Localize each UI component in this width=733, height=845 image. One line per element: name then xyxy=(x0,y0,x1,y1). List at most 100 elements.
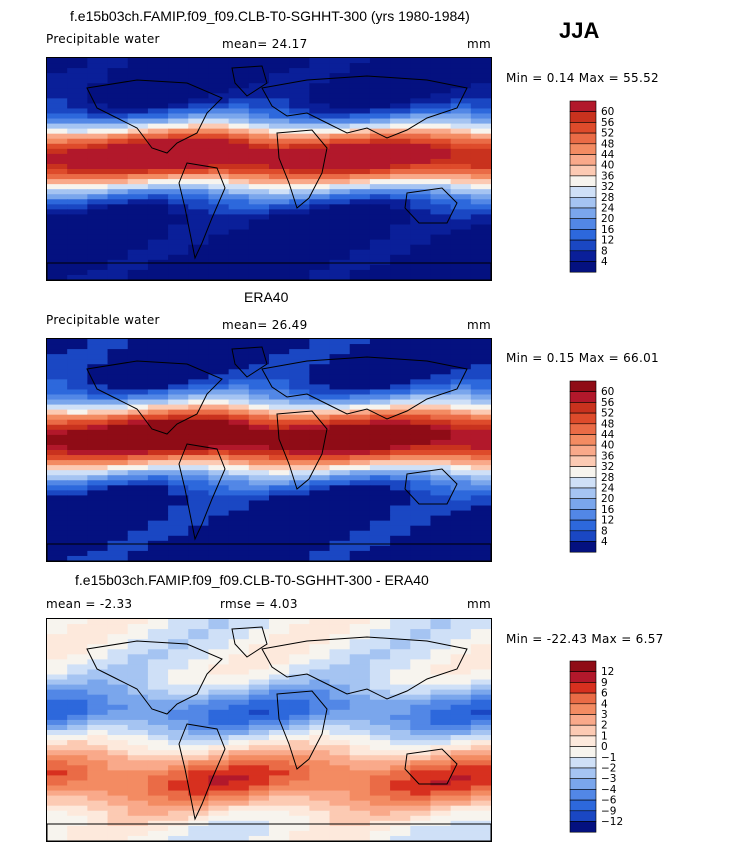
field-cell xyxy=(329,73,351,79)
field-cell xyxy=(369,724,391,731)
field-cell xyxy=(107,505,129,512)
field-cell xyxy=(309,664,331,670)
field-cell xyxy=(107,404,129,411)
field-cell xyxy=(430,128,452,135)
field-cell xyxy=(107,465,129,471)
field-cell xyxy=(430,760,452,766)
field-cell xyxy=(309,249,331,256)
field-cell xyxy=(329,384,351,390)
colorbar-tick-label: 48 xyxy=(601,138,614,150)
field-cell xyxy=(147,219,169,225)
field-cell xyxy=(269,128,290,135)
field-cell xyxy=(390,444,411,451)
field-cell xyxy=(208,354,230,360)
field-cell xyxy=(127,239,149,246)
field-cell xyxy=(168,148,189,155)
field-cell xyxy=(228,530,250,537)
field-cell xyxy=(127,654,149,660)
field-cell xyxy=(107,619,129,625)
field-cell xyxy=(309,88,331,94)
field-cell xyxy=(410,624,431,630)
field-cell xyxy=(309,505,331,512)
field-cell xyxy=(47,439,68,446)
field-cell xyxy=(450,424,472,431)
field-cell xyxy=(47,770,68,776)
field-cell xyxy=(228,619,250,625)
field-cell xyxy=(107,760,129,766)
field-cell xyxy=(269,624,290,630)
field-cell xyxy=(87,810,109,817)
field-cell xyxy=(87,835,109,841)
field-cell xyxy=(127,344,149,350)
field-cell xyxy=(369,510,391,517)
field-cell xyxy=(107,123,129,130)
field-cell xyxy=(188,344,209,350)
field-cell xyxy=(369,78,391,84)
field-cell xyxy=(390,103,411,109)
field-cell xyxy=(410,634,431,640)
colorbar-tick-label: −3 xyxy=(601,773,616,785)
field-cell xyxy=(470,619,491,625)
colorbar-tick-label: 12 xyxy=(601,235,614,247)
field-cell xyxy=(147,500,169,506)
field-cell xyxy=(208,174,230,180)
field-cell xyxy=(67,158,88,165)
field-cell xyxy=(188,389,209,395)
field-cell xyxy=(430,269,452,276)
field-cell xyxy=(369,780,391,786)
field-cell xyxy=(390,234,411,241)
coastline xyxy=(276,690,328,770)
field-cell xyxy=(208,785,230,792)
field-cell xyxy=(248,163,270,170)
field-cell xyxy=(228,810,250,817)
field-cell xyxy=(107,349,129,355)
field-cell xyxy=(228,674,250,681)
field-cell xyxy=(168,374,189,380)
field-cell xyxy=(188,234,209,241)
field-cell xyxy=(87,219,109,225)
field-cell xyxy=(470,219,491,225)
field-cell xyxy=(470,419,491,426)
field-cell xyxy=(450,414,472,421)
field-cell xyxy=(309,629,331,635)
field-cell xyxy=(248,629,270,635)
field-cell xyxy=(349,399,371,406)
colorbar-tick-label: −2 xyxy=(601,763,616,775)
field-cell xyxy=(349,699,371,706)
field-cell xyxy=(349,344,371,350)
field-cell xyxy=(430,58,452,64)
field-cell xyxy=(168,138,189,145)
colorbar-box xyxy=(569,391,597,403)
field-cell xyxy=(127,234,149,241)
field-cell xyxy=(87,770,109,776)
field-cell xyxy=(349,269,371,276)
field-cell xyxy=(188,795,209,802)
field-cell xyxy=(67,269,88,276)
field-cell xyxy=(470,429,491,436)
field-cell xyxy=(107,719,129,726)
field-cell xyxy=(107,414,129,421)
field-cell xyxy=(410,475,431,481)
field-cell xyxy=(107,209,129,215)
field-cell xyxy=(127,709,149,716)
field-cell xyxy=(269,689,290,696)
field-cell xyxy=(67,740,88,746)
field-cell xyxy=(349,669,371,675)
field-cell xyxy=(329,194,351,200)
field-cell xyxy=(168,108,189,114)
field-cell xyxy=(410,694,431,701)
field-cell xyxy=(107,790,129,797)
field-cell xyxy=(430,83,452,89)
field-cell xyxy=(248,795,270,802)
field-cell xyxy=(289,485,310,491)
field-cell xyxy=(87,214,109,220)
field-cell xyxy=(87,490,109,496)
field-cell xyxy=(87,664,109,670)
field-cell xyxy=(147,709,169,716)
field-cell xyxy=(329,414,351,421)
field-cell xyxy=(248,88,270,94)
field-cell xyxy=(87,535,109,542)
field-cell xyxy=(127,374,149,380)
field-cell xyxy=(188,535,209,542)
field-cell xyxy=(470,730,491,736)
